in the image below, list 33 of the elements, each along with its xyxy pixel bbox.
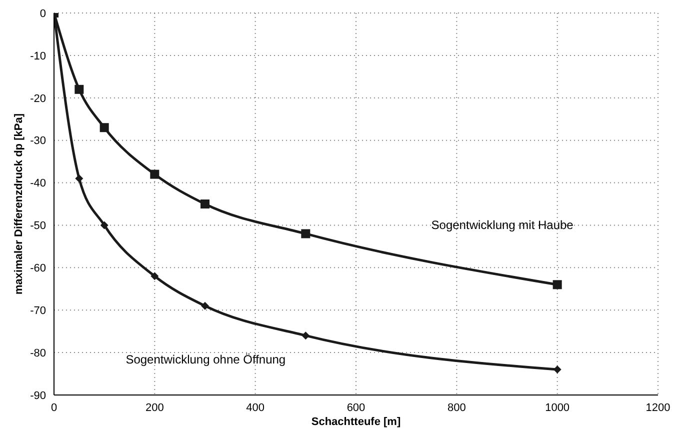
y-tick-label: -40 [30,178,46,190]
point [150,170,160,179]
x-tick-label: 200 [145,402,164,414]
y-tick-label: -70 [30,305,46,318]
point [302,332,310,340]
x-tick-label: 1200 [646,402,670,414]
point [75,174,84,183]
point [552,280,562,290]
point [150,272,159,280]
y-tick-label: -90 [30,390,46,402]
x-tick-label: 600 [346,402,366,414]
y-tick-label: -50 [30,220,46,232]
x-axis-title: Schachtteufe [m] [311,416,401,428]
point [553,366,562,374]
point [301,229,310,238]
point [74,84,84,94]
point [200,200,210,208]
y-tick-label: 0 [40,8,46,20]
text: Sogentwicklung mit Haube [431,218,574,232]
x-tick-label: 800 [447,402,466,414]
y-axis-title: maximaler Differenzdruck dp [kPa] [12,113,25,294]
y-tick-label: -30 [30,135,46,148]
point [100,221,108,230]
series-label: Sogentwicklung ohne Öffnung [126,352,286,366]
y-tick-label: -10 [30,50,46,62]
y-tick-label: -60 [30,262,46,275]
x-tick-label: 0 [50,402,58,414]
point [201,302,209,310]
x-tick-label: 400 [246,402,265,414]
x-tick-label: 1000 [545,402,570,414]
point [100,123,109,132]
y-tick-label: -80 [30,347,46,360]
y-tick-label: -20 [30,92,46,105]
